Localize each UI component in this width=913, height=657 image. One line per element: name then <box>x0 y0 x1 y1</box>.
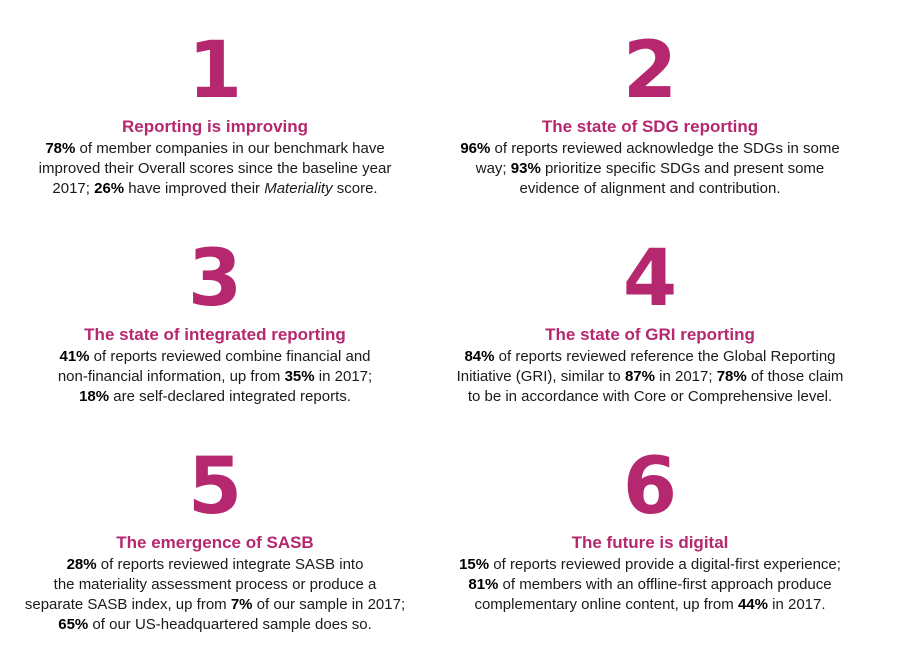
item-number: 3 <box>187 234 243 324</box>
body-text: separate SASB index, up from <box>24 596 231 613</box>
body-text: evidence of alignment and contribution. <box>519 180 781 197</box>
body-line: separate SASB index, up from 7% of our s… <box>0 595 435 615</box>
body-line: Initiative (GRI), similar to 87% in 2017… <box>430 367 870 387</box>
item-heading: The state of GRI reporting <box>545 325 755 344</box>
body-text: of reports reviewed provide a digital-fi… <box>489 556 841 573</box>
item-number: 6 <box>622 442 678 532</box>
body-text: the materiality assessment process or pr… <box>53 576 377 593</box>
stat-highlight: 93% <box>510 160 541 177</box>
item-heading: The state of integrated reporting <box>84 325 346 344</box>
body-line: 96% of reports reviewed acknowledge the … <box>430 139 870 159</box>
stat-highlight: 7% <box>230 596 253 613</box>
body-text: of reports reviewed reference the Global… <box>494 348 836 365</box>
body-text: Initiative (GRI), similar to <box>456 368 625 385</box>
item-3: 3 The state of integrated reporting 41% … <box>0 240 435 407</box>
stat-highlight: 81% <box>468 576 499 593</box>
body-text: of those claim <box>746 368 844 385</box>
body-line: the materiality assessment process or pr… <box>0 575 435 595</box>
body-line: complementary online content, up from 44… <box>430 595 870 615</box>
body-text: complementary online content, up from <box>474 596 738 613</box>
body-text: of reports reviewed acknowledge the SDGs… <box>490 140 840 157</box>
body-text: in 2017. <box>767 596 826 613</box>
body-line: 2017; 26% have improved their Materialit… <box>0 179 435 199</box>
stat-highlight: 18% <box>79 388 110 405</box>
item-1: 1 Reporting is improving 78% of member c… <box>0 32 435 199</box>
body-line: 28% of reports reviewed integrate SASB i… <box>0 555 435 575</box>
body-text: in 2017; <box>314 368 373 385</box>
item-number: 4 <box>622 234 678 324</box>
stat-highlight: 41% <box>59 348 90 365</box>
stat-highlight: 87% <box>624 368 655 385</box>
body-text: of reports reviewed integrate SASB into <box>96 556 364 573</box>
body-text: way; <box>475 160 511 177</box>
body-text: of our sample in 2017; <box>252 596 406 613</box>
item-body: 96% of reports reviewed acknowledge the … <box>430 139 870 199</box>
body-line: evidence of alignment and contribution. <box>430 179 870 199</box>
item-heading: The future is digital <box>571 533 729 552</box>
item-heading: Reporting is improving <box>121 117 309 136</box>
body-line: 81% of members with an offline-first app… <box>430 575 870 595</box>
stat-highlight: 84% <box>464 348 495 365</box>
body-line: way; 93% prioritize specific SDGs and pr… <box>430 159 870 179</box>
body-text: are self-declared integrated reports. <box>109 388 351 405</box>
stat-highlight: 44% <box>737 596 768 613</box>
body-text: improved their Overall scores since the … <box>38 160 392 177</box>
body-text: of reports reviewed combine financial an… <box>89 348 371 365</box>
stat-highlight: 35% <box>284 368 315 385</box>
body-text: non-financial information, up from <box>57 368 285 385</box>
body-line: to be in accordance with Core or Compreh… <box>430 387 870 407</box>
item-body: 78% of member companies in our benchmark… <box>0 139 435 199</box>
stat-highlight: 26% <box>94 180 125 197</box>
emphasis-text: Materiality <box>264 180 333 197</box>
body-line: 18% are self-declared integrated reports… <box>0 387 435 407</box>
body-text: of member companies in our benchmark hav… <box>75 140 385 157</box>
item-heading: The state of SDG reporting <box>541 117 759 136</box>
body-text: to be in accordance with Core or Compreh… <box>467 388 833 405</box>
item-6: 6 The future is digital 15% of reports r… <box>430 448 870 615</box>
stat-highlight: 15% <box>459 556 490 573</box>
item-number: 5 <box>187 442 243 532</box>
body-text: of our US-headquartered sample does so. <box>88 616 372 633</box>
body-text: have improved their <box>124 180 265 197</box>
item-body: 84% of reports reviewed reference the Gl… <box>430 347 870 407</box>
body-text: of members with an offline-first approac… <box>498 576 832 593</box>
body-line: 78% of member companies in our benchmark… <box>0 139 435 159</box>
body-line: 41% of reports reviewed combine financia… <box>0 347 435 367</box>
item-body: 15% of reports reviewed provide a digita… <box>430 555 870 615</box>
body-line: improved their Overall scores since the … <box>0 159 435 179</box>
item-body: 28% of reports reviewed integrate SASB i… <box>0 555 435 635</box>
body-line: 84% of reports reviewed reference the Gl… <box>430 347 870 367</box>
item-2: 2 The state of SDG reporting 96% of repo… <box>430 32 870 199</box>
body-line: 65% of our US-headquartered sample does … <box>0 615 435 635</box>
item-body: 41% of reports reviewed combine financia… <box>0 347 435 407</box>
stat-highlight: 78% <box>45 140 76 157</box>
stat-highlight: 28% <box>66 556 97 573</box>
body-line: non-financial information, up from 35% i… <box>0 367 435 387</box>
item-number: 2 <box>622 26 678 116</box>
body-text: 2017; <box>52 180 95 197</box>
item-number: 1 <box>187 26 243 116</box>
stat-highlight: 96% <box>460 140 491 157</box>
item-4: 4 The state of GRI reporting 84% of repo… <box>430 240 870 407</box>
item-heading: The emergence of SASB <box>116 533 314 552</box>
stat-highlight: 78% <box>716 368 747 385</box>
body-text: score. <box>332 180 378 197</box>
stat-highlight: 65% <box>58 616 89 633</box>
item-5: 5 The emergence of SASB 28% of reports r… <box>0 448 435 635</box>
body-text: in 2017; <box>654 368 717 385</box>
body-line: 15% of reports reviewed provide a digita… <box>430 555 870 575</box>
body-text: prioritize specific SDGs and present som… <box>540 160 825 177</box>
